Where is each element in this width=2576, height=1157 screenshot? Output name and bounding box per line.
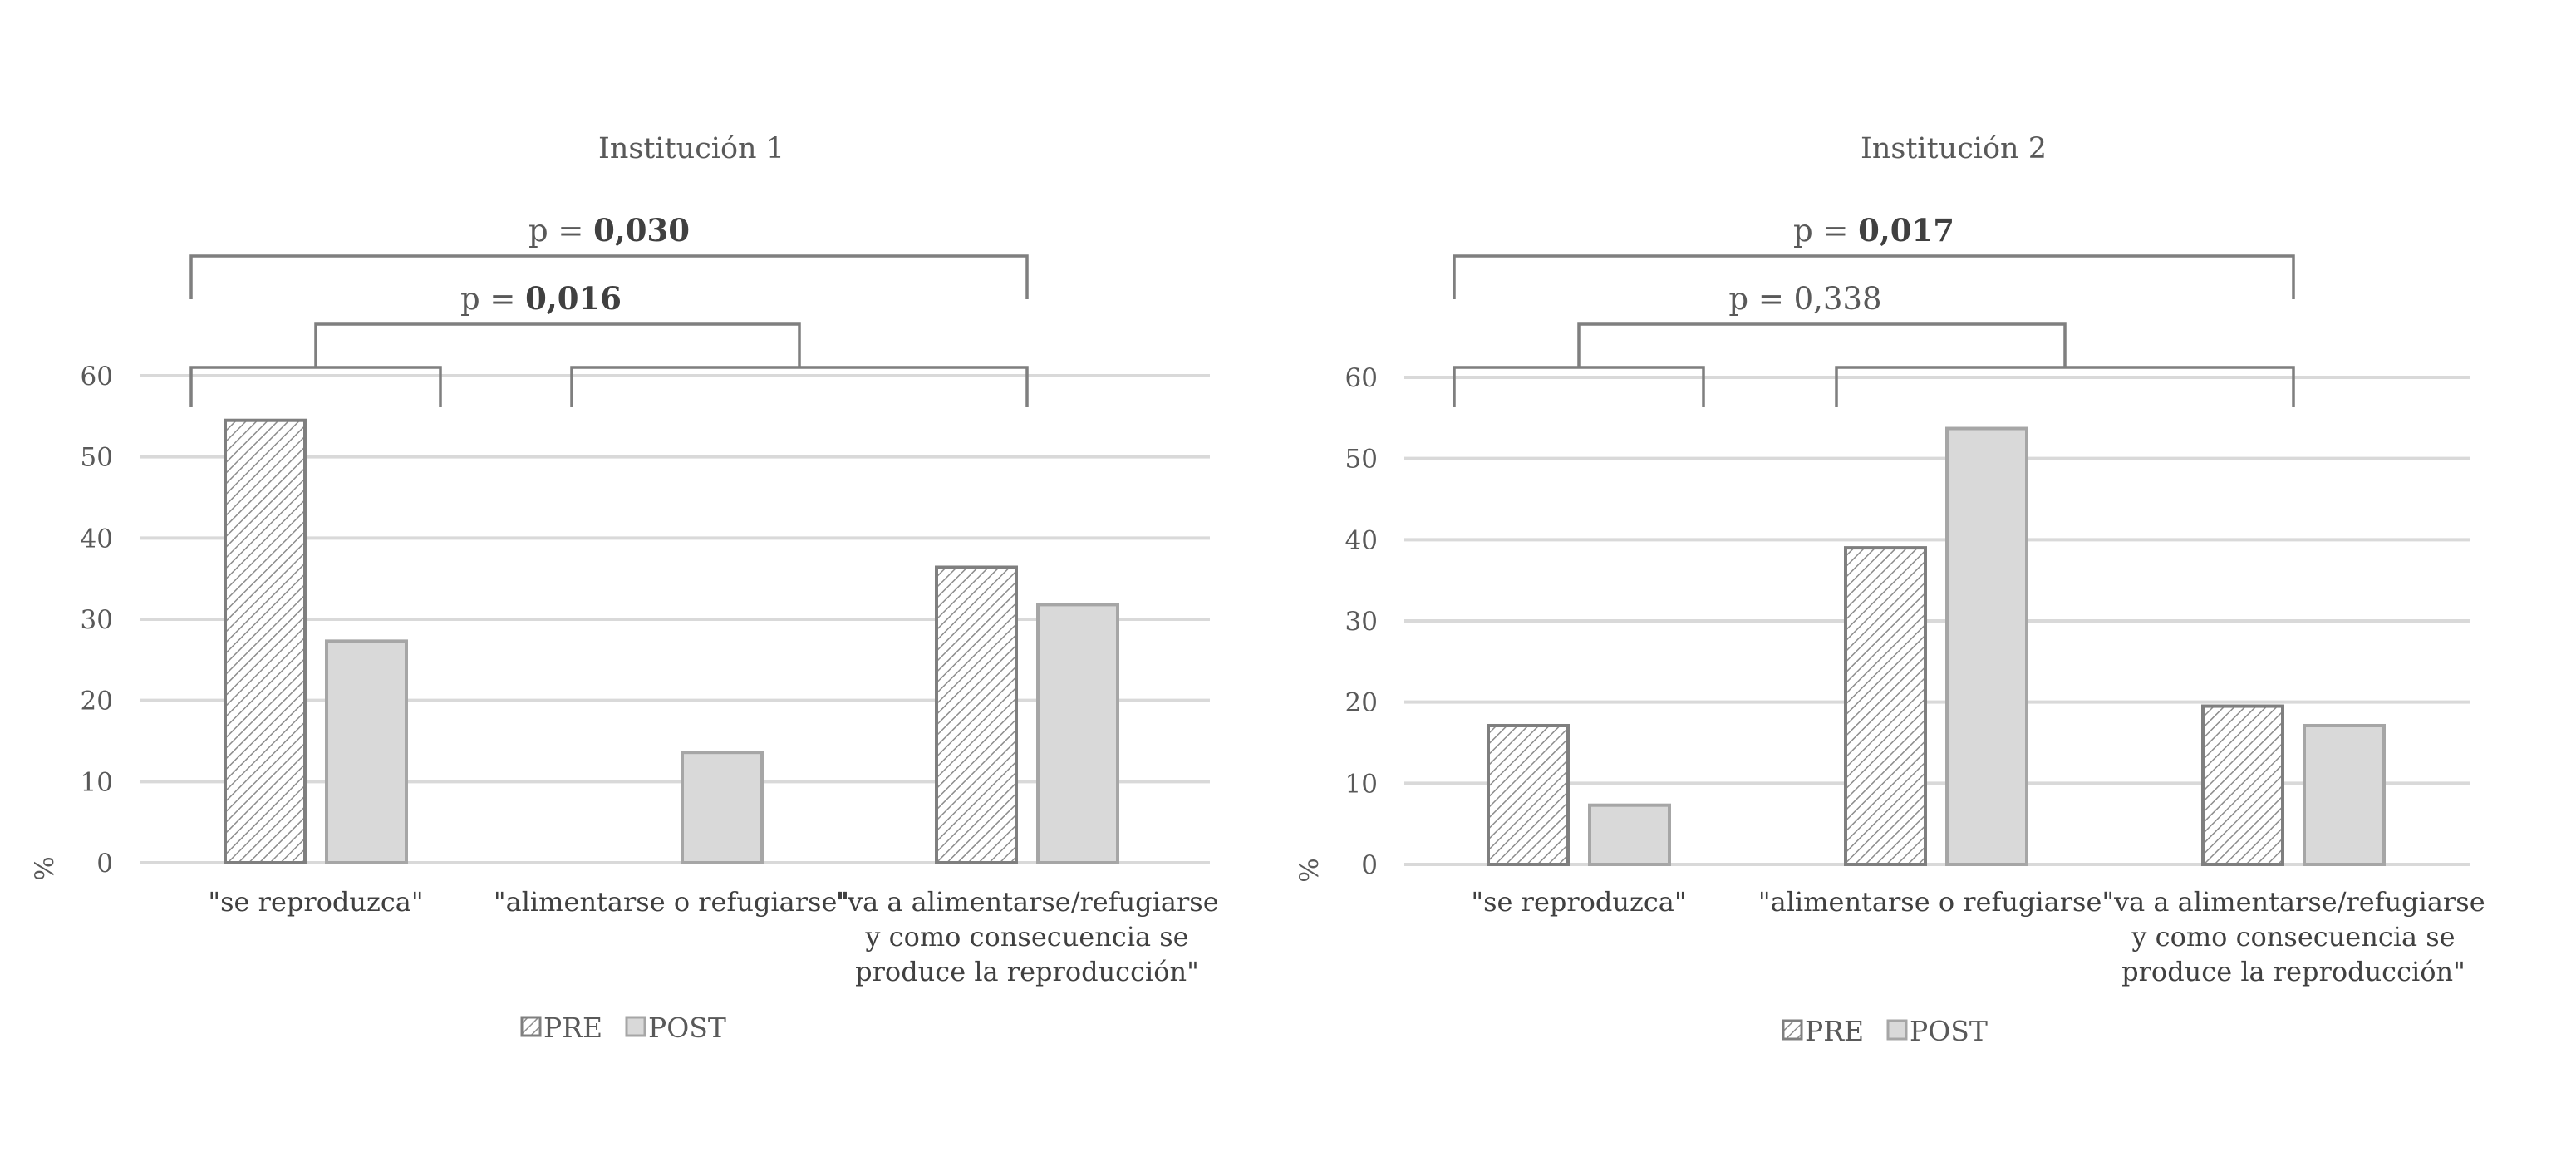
y-tick-label: 20 [1345, 688, 1378, 718]
bar-post-2 [1945, 426, 2028, 866]
y-tick-label: 60 [1345, 363, 1378, 393]
bracket-cat23 [570, 366, 1029, 407]
legend-label-post: POST [648, 1012, 726, 1044]
p-value-label-1: p = 0,030 [528, 212, 690, 249]
bracket-cat23 [1835, 366, 2295, 407]
chart-title: Institución 2 [1861, 132, 2047, 165]
bracket-upper [189, 254, 1029, 299]
y-tick-label: 20 [81, 687, 113, 716]
y-tick-label: 30 [1345, 607, 1378, 637]
p-value-prefix: p = [1728, 281, 1793, 317]
x-tick-label: produce la reproducción" [855, 956, 1199, 987]
bar-pre-1 [1487, 723, 1570, 866]
bracket-cat1 [189, 366, 442, 407]
legend-swatch-post [625, 1016, 646, 1037]
bar-pre-2 [1844, 546, 1927, 866]
bar-post-1 [325, 639, 408, 864]
p-value-prefix: p = [460, 281, 525, 317]
legend: PRE POST [1782, 1015, 1988, 1047]
bracket-lower [314, 322, 801, 367]
legend: PRE POST [520, 1012, 726, 1044]
p-value-label-2: p = 0,338 [1728, 281, 1881, 317]
bar-pre-1 [224, 418, 307, 864]
y-tick-label: 10 [1345, 769, 1378, 799]
bar-post-3 [2303, 723, 2386, 866]
legend-swatch-pre [1782, 1019, 1803, 1041]
y-tick-label: 0 [1361, 850, 1378, 880]
y-tick-label: 30 [81, 605, 113, 635]
chart-title: Institución 1 [598, 132, 784, 165]
p-value-number: 0,016 [525, 280, 622, 317]
p-value-number: 0,017 [1858, 212, 1954, 249]
y-tick-label: 10 [81, 767, 113, 797]
bar-post-1 [1588, 803, 1671, 866]
y-tick-label: 40 [81, 524, 113, 554]
p-value-label-2: p = 0,016 [460, 280, 622, 317]
x-tick-label: "se reproduzca" [1471, 886, 1686, 918]
y-tick-label: 50 [1345, 445, 1378, 475]
x-tick-label: "se reproduzca" [208, 886, 423, 918]
legend-swatch-post [1886, 1019, 1908, 1041]
x-tick-label: produce la reproducción" [2121, 956, 2465, 987]
legend-swatch-pre [520, 1016, 542, 1037]
legend-label-pre: PRE [1805, 1015, 1864, 1047]
bracket-upper [1453, 254, 2295, 299]
x-tick-label: "va a alimentarse/refugiarse [2102, 886, 2485, 918]
p-value-prefix: p = [528, 213, 593, 249]
y-tick-label: 0 [96, 849, 113, 879]
bar-pre-3 [2201, 704, 2284, 866]
p-value-number: 0,030 [593, 212, 690, 249]
x-tick-label: "alimentarse o refugiarse" [494, 886, 849, 918]
x-tick-label: "alimentarse o refugiarse" [1758, 886, 2114, 918]
y-axis-label: % [30, 856, 60, 880]
chart-panel-1: Institución 1 0 10 20 30 40 50 60% "se reproduzc… [30, 132, 1219, 1044]
legend-label-post: POST [1910, 1015, 1988, 1047]
legend-label-pre: PRE [543, 1012, 602, 1044]
bar-post-3 [1036, 603, 1119, 864]
x-tick-label: y como consecuencia se [864, 921, 1188, 953]
bar-pre-3 [935, 565, 1018, 864]
p-value-number: 0,338 [1794, 281, 1882, 317]
x-tick-label: y como consecuencia se [2131, 921, 2455, 953]
p-value-prefix: p = [1793, 213, 1858, 249]
bracket-cat1 [1453, 366, 1705, 407]
y-axis-label: % [1295, 858, 1325, 882]
chart-panel-2: Institución 2 0 10 20 30 40 50 60% "se reproduzc… [1295, 132, 2485, 1047]
y-tick-label: 50 [81, 443, 113, 473]
bracket-lower [1577, 322, 2067, 367]
x-tick-label: "va a alimentarse/refugiarse [835, 886, 1218, 918]
y-tick-label: 60 [81, 362, 113, 391]
y-tick-label: 40 [1345, 525, 1378, 555]
p-value-label-1: p = 0,017 [1793, 212, 1954, 249]
bar-post-2 [681, 751, 764, 864]
